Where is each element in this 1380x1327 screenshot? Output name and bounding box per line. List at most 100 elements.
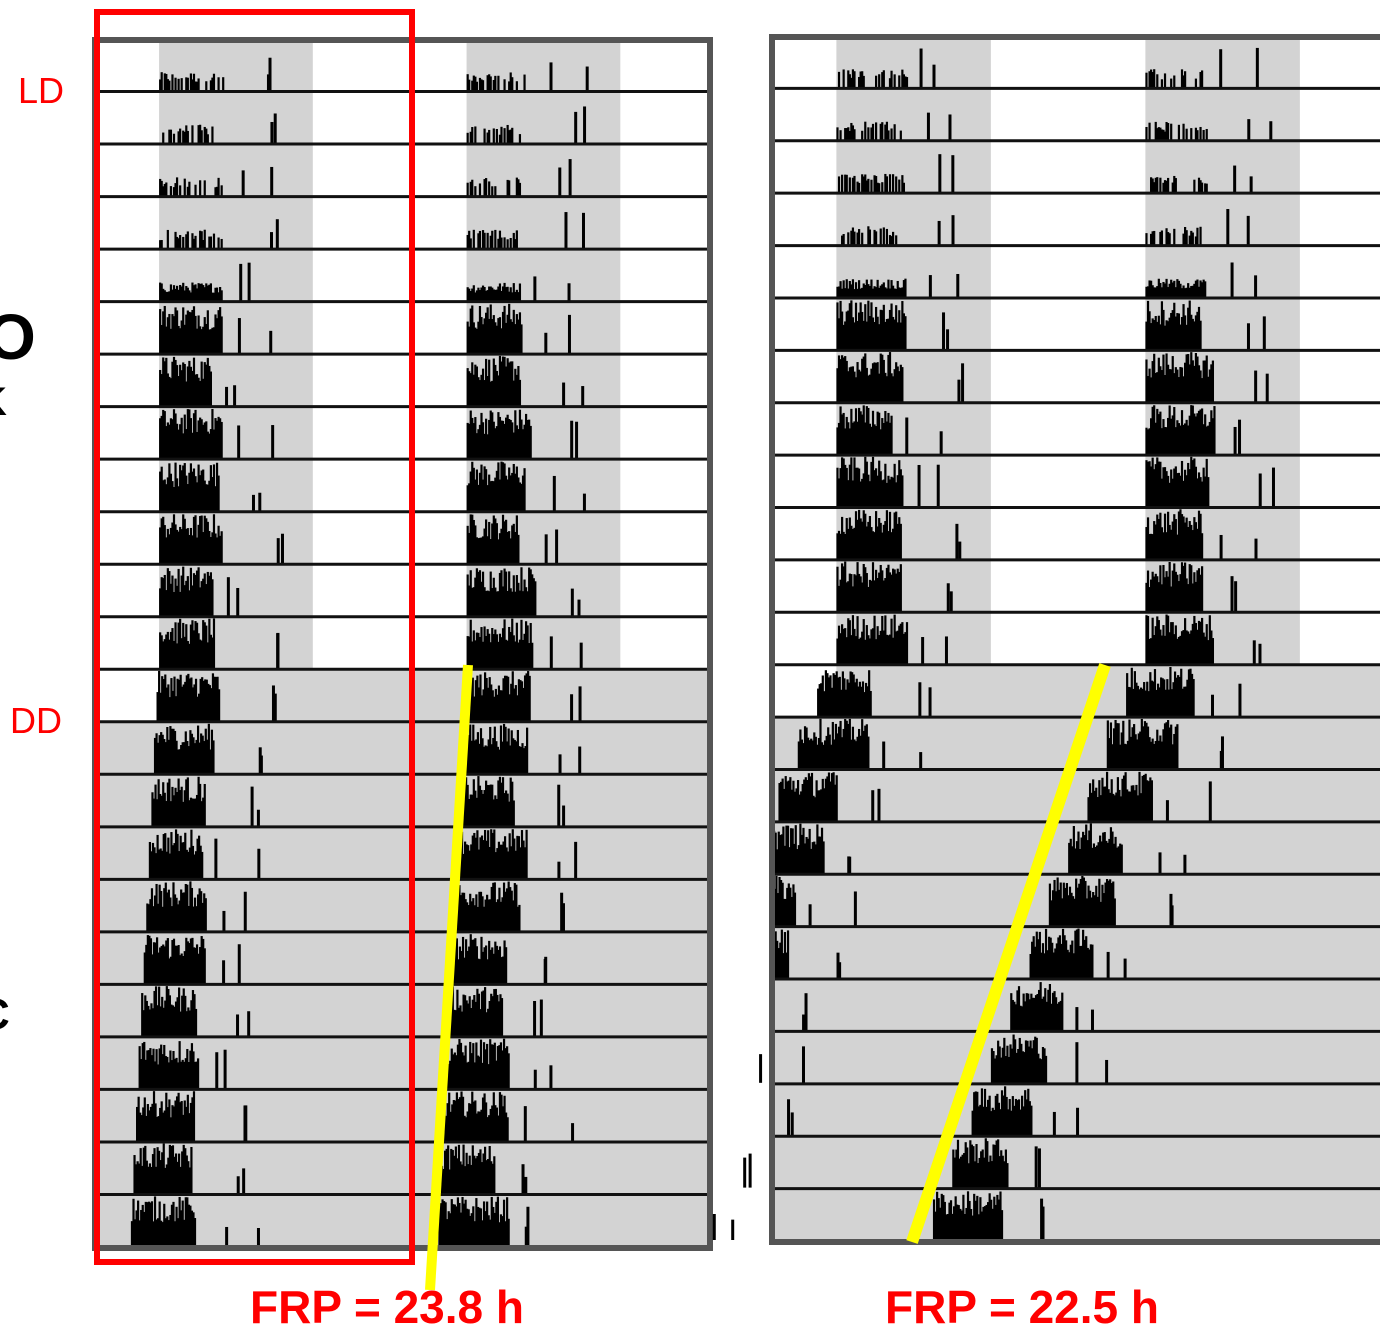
activity-bar (898, 371, 901, 402)
activity-bar (185, 779, 188, 826)
activity-bar (168, 1144, 171, 1194)
activity-bar (985, 1106, 988, 1136)
activity-bar (206, 310, 209, 354)
activity-bar (496, 694, 499, 721)
activity-bar (778, 876, 781, 926)
activity-bar (153, 990, 156, 1036)
activity-bar (1039, 982, 1042, 1031)
activity-bar (1162, 354, 1165, 402)
activity-bar (192, 285, 196, 301)
activity-bar (875, 468, 878, 507)
activity-bar (498, 533, 502, 564)
activity-bar (494, 852, 497, 879)
activity-bar (1170, 586, 1173, 612)
activity-bar (494, 289, 497, 301)
activity-bar (489, 899, 492, 931)
activity-bar (1149, 672, 1152, 717)
activity-bar (789, 887, 792, 926)
activity-bar (482, 689, 485, 721)
activity-bar (1194, 315, 1198, 350)
activity-bar (1068, 952, 1071, 979)
activity-bar (853, 289, 856, 297)
activity-bar (879, 353, 882, 402)
activity-bar (165, 634, 168, 669)
activity-bar (1080, 945, 1083, 979)
activity-bar (1034, 1036, 1037, 1083)
activity-bar (191, 937, 194, 984)
activity-bar (1027, 1088, 1030, 1136)
activity-bar (1078, 848, 1082, 874)
activity-bar (191, 79, 194, 91)
activity-bar (507, 1218, 510, 1246)
activity-bar (904, 278, 907, 297)
activity-bar (200, 640, 203, 669)
activity-bar (797, 741, 800, 769)
edge-glyph-3: C (0, 990, 10, 1040)
activity-bar (1176, 279, 1179, 297)
activity-bar (837, 71, 841, 88)
activity-bar (171, 690, 175, 721)
activity-bar (170, 906, 174, 931)
activity-bar (186, 1048, 189, 1089)
activity-bar (1095, 885, 1098, 926)
activity-bar (474, 479, 477, 511)
activity-bar (157, 903, 160, 931)
activity-bar (498, 416, 502, 459)
activity-bar (152, 906, 155, 931)
activity-bar (878, 183, 881, 193)
activity-bar (474, 76, 477, 91)
activity-bar (839, 533, 842, 559)
activity-bar (202, 680, 205, 721)
activity-bar (199, 783, 202, 826)
activity-bar (521, 475, 525, 511)
activity-spike (938, 154, 942, 193)
activity-bar (1194, 522, 1198, 559)
activity-bar (481, 230, 485, 249)
activity-bar (854, 467, 858, 507)
activity-bar (1187, 669, 1191, 717)
activity-bar (171, 786, 174, 826)
activity-bar (1093, 895, 1096, 926)
activity-bar (851, 279, 855, 297)
activity-spike (790, 1112, 794, 1136)
activity-bar (887, 531, 890, 559)
activity-bar (506, 888, 509, 931)
activity-bar (1107, 880, 1110, 926)
activity-spike (1105, 1059, 1109, 1083)
activity-bar (180, 889, 183, 931)
activity-bar (505, 847, 508, 879)
activity-bar (851, 615, 855, 664)
activity-bar (1157, 461, 1160, 507)
activity-bar (497, 591, 500, 616)
activity-bar (197, 125, 200, 144)
activity-bar (884, 173, 887, 193)
activity-bar (169, 726, 172, 774)
activity-bar (197, 315, 200, 354)
activity-bar (164, 833, 167, 879)
activity-bar (508, 571, 511, 616)
activity-bar (159, 1006, 162, 1036)
activity-bar (1200, 566, 1204, 612)
activity-bar (1009, 1044, 1012, 1083)
activity-bar (1078, 946, 1082, 979)
activity-bar (868, 516, 872, 559)
activity-bar (1159, 366, 1162, 402)
activity-bar (836, 127, 839, 140)
activity-bar (177, 238, 180, 249)
activity-bar (495, 426, 498, 459)
activity-bar (159, 1107, 162, 1141)
activity-bar (1069, 838, 1072, 874)
activity-bar (492, 358, 495, 406)
activity-bar (174, 829, 178, 879)
activity-bar (868, 579, 872, 612)
activity-bar (1173, 302, 1176, 350)
activity-bar (507, 728, 510, 774)
activity-bar (829, 781, 832, 821)
activity-bar (1163, 73, 1167, 88)
activity-bar (481, 324, 485, 354)
activity-bar (850, 284, 853, 297)
activity-bar (177, 531, 180, 564)
activity-bar (995, 1140, 998, 1188)
activity-spike (1075, 1007, 1079, 1031)
activity-bar (786, 887, 789, 926)
